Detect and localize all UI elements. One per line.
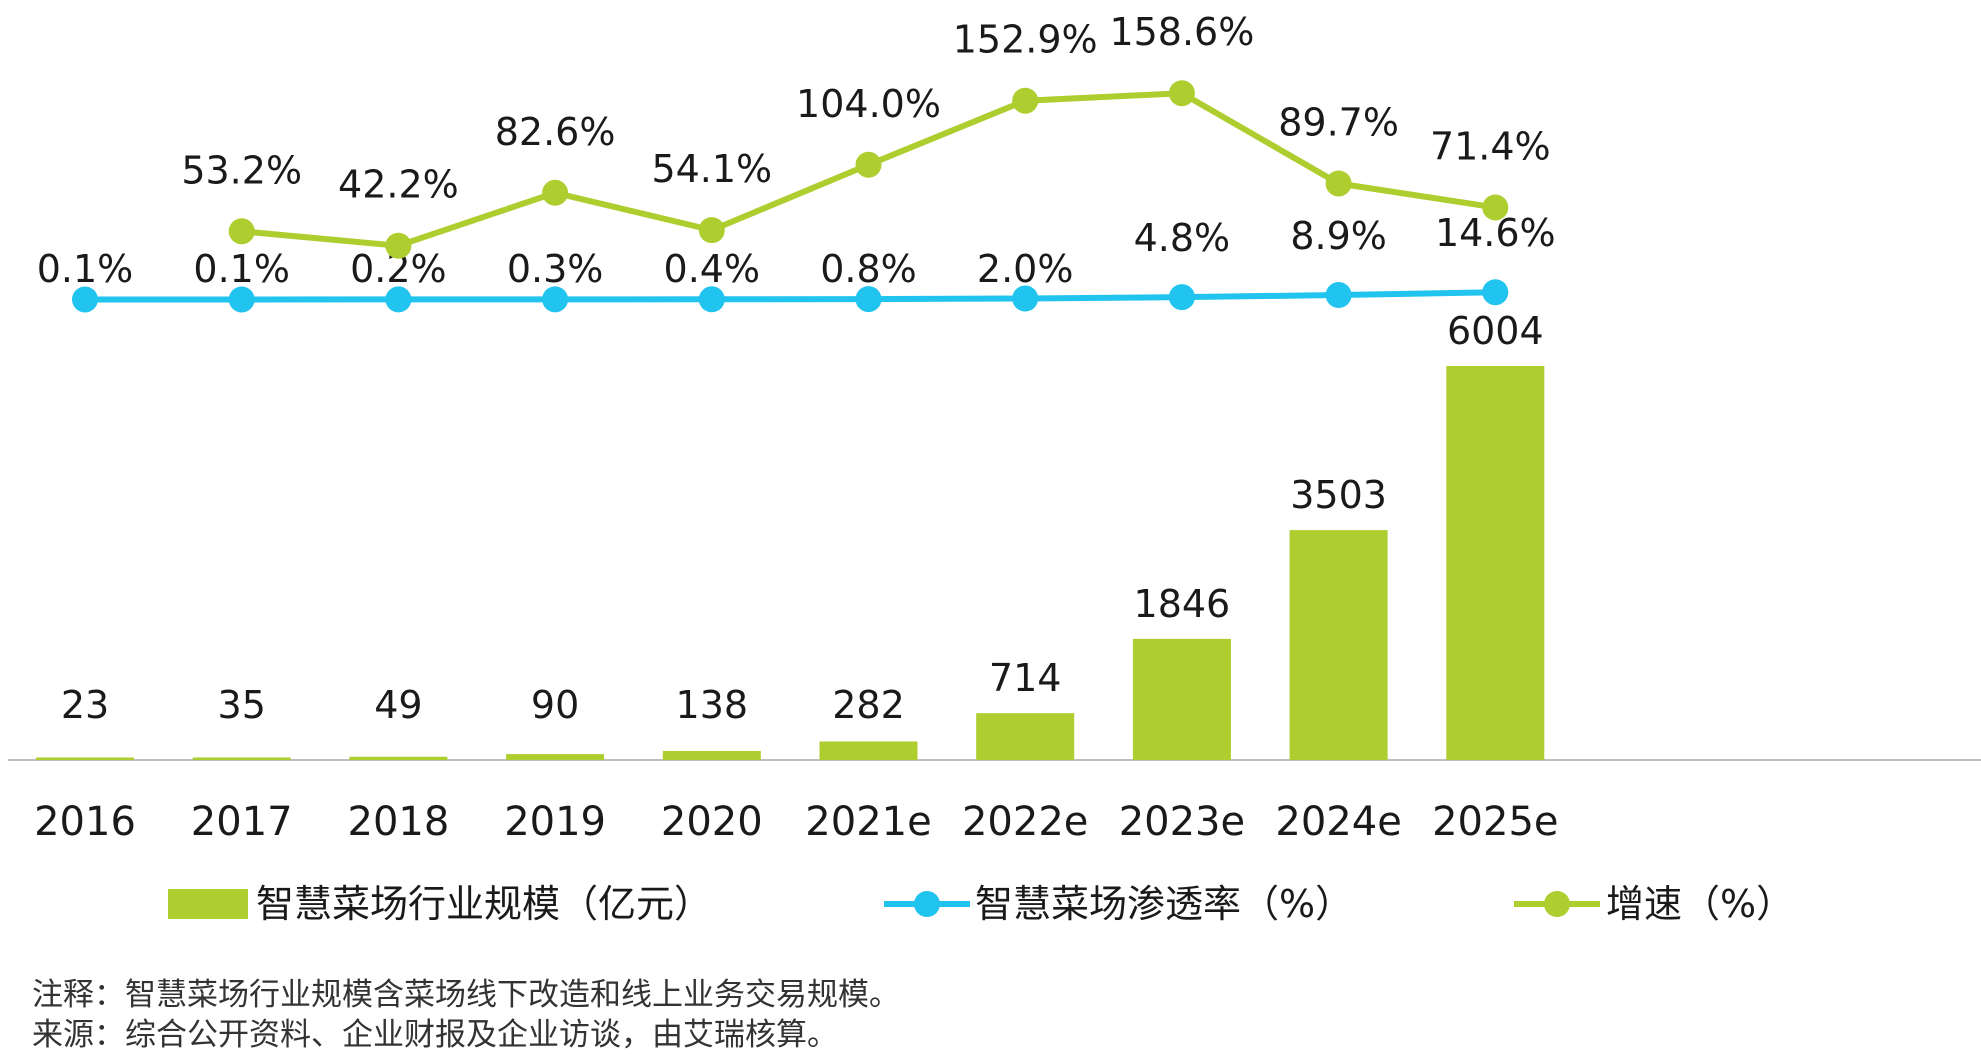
growth-point-2023e bbox=[1168, 80, 1195, 107]
bar-value-label-2020: 138 bbox=[676, 683, 749, 727]
growth-label-2025e: 71.4% bbox=[1430, 124, 1551, 168]
bar-value-label-2021e: 282 bbox=[832, 683, 905, 727]
growth-point-2018 bbox=[385, 232, 412, 259]
x-tick-label-2022e: 2022e bbox=[962, 799, 1088, 845]
penetration-point-2018 bbox=[385, 286, 412, 313]
bar-2024e bbox=[1289, 530, 1388, 760]
x-tick-label-2019: 2019 bbox=[504, 799, 606, 845]
penetration-label-2023e: 4.8% bbox=[1134, 216, 1231, 260]
penetration-point-2016 bbox=[72, 286, 98, 313]
penetration-point-2023e bbox=[1168, 284, 1195, 311]
bar-value-label-2025e: 6004 bbox=[1447, 309, 1544, 353]
x-tick-label-2025e: 2025e bbox=[1432, 799, 1558, 845]
penetration-point-2022e bbox=[1012, 285, 1039, 312]
penetration-line bbox=[82, 289, 1499, 303]
legend-growth-marker bbox=[1544, 891, 1570, 917]
growth-point-2021e bbox=[855, 151, 882, 178]
x-tick-label-2020: 2020 bbox=[661, 799, 763, 845]
bar-value-label-2023e: 1846 bbox=[1134, 582, 1231, 626]
legend-penetration-marker bbox=[914, 891, 940, 917]
penetration-label-2022e: 2.0% bbox=[977, 247, 1074, 291]
growth-label-2020: 54.1% bbox=[651, 147, 772, 191]
legend-bar-swatch bbox=[168, 889, 248, 919]
growth-point-2017 bbox=[228, 218, 255, 245]
growth-point-2024e bbox=[1325, 170, 1352, 197]
bar-2025e bbox=[1446, 366, 1545, 760]
growth-label-2017: 53.2% bbox=[181, 148, 302, 192]
bar-2021e bbox=[819, 741, 918, 760]
growth-label-2019: 82.6% bbox=[495, 110, 616, 154]
penetration-point-2024e bbox=[1325, 282, 1352, 309]
legend-growth-label: 增速（%） bbox=[1606, 882, 1794, 926]
growth-label-2021e: 104.0% bbox=[796, 82, 941, 126]
growth-label-2023e: 158.6% bbox=[1109, 10, 1254, 54]
bar-2019 bbox=[506, 754, 605, 760]
x-tick-label-2021e: 2021e bbox=[805, 799, 931, 845]
growth-label-2022e: 152.9% bbox=[953, 18, 1098, 62]
x-axis-tick-labels: 2016 2017 2018 2019 2020 2021e 2022e 2023e 2024e… bbox=[34, 799, 1558, 845]
bar-value-label-2017: 35 bbox=[218, 683, 266, 727]
bar-2017 bbox=[192, 757, 291, 760]
growth-label-2024e: 89.7% bbox=[1278, 100, 1399, 144]
penetration-label-2021e: 0.8% bbox=[820, 247, 917, 291]
bar-2016 bbox=[36, 757, 134, 760]
penetration-label-2020: 0.4% bbox=[664, 247, 761, 291]
bar-2020 bbox=[662, 750, 761, 760]
x-tick-label-2024e: 2024e bbox=[1275, 799, 1401, 845]
bar-value-label-2024e: 3503 bbox=[1290, 473, 1387, 517]
legend-bar-label: 智慧菜场行业规模（亿元） bbox=[256, 882, 712, 926]
penetration-point-2019 bbox=[542, 286, 569, 313]
penetration-label-2019: 0.3% bbox=[507, 247, 604, 291]
penetration-label-2016: 0.1% bbox=[37, 247, 134, 291]
penetration-label-2024e: 8.9% bbox=[1290, 214, 1387, 258]
penetration-point-2021e bbox=[855, 286, 882, 313]
growth-point-2022e bbox=[1012, 87, 1039, 114]
bar-value-label-2018: 49 bbox=[374, 683, 422, 727]
growth-point-2020 bbox=[698, 217, 725, 244]
source-text: 来源：综合公开资料、企业财报及企业访谈，由艾瑞核算。 bbox=[32, 1017, 838, 1053]
bar-value-label-2016: 23 bbox=[61, 683, 109, 727]
bar-value-labels: 23 35 49 90 138 282 714 1846 3503 6004 bbox=[61, 309, 1544, 727]
penetration-point-2017 bbox=[228, 286, 255, 313]
chart-notes: 注释：智慧菜场行业规模含菜场线下改造和线上业务交易规模。 来源：综合公开资料、企… bbox=[32, 975, 1932, 1055]
legend-penetration-label: 智慧菜场渗透率（%） bbox=[975, 882, 1353, 926]
bar-value-label-2022e: 714 bbox=[989, 656, 1062, 700]
growth-point-2019 bbox=[542, 179, 569, 206]
x-tick-label-2023e: 2023e bbox=[1119, 799, 1245, 845]
growth-point-2025e bbox=[1482, 194, 1509, 221]
x-tick-label-2017: 2017 bbox=[191, 799, 293, 845]
bar-2018 bbox=[349, 756, 448, 760]
penetration-point-2025e bbox=[1482, 279, 1509, 306]
bars-group bbox=[36, 366, 1545, 760]
growth-label-2018: 42.2% bbox=[338, 163, 459, 207]
x-tick-label-2018: 2018 bbox=[348, 799, 450, 845]
x-tick-label-2016: 2016 bbox=[34, 799, 136, 845]
bar-2023e bbox=[1132, 638, 1231, 760]
legend: 智慧菜场行业规模（亿元） 智慧菜场渗透率（%） 增速（%） bbox=[168, 882, 1794, 926]
penetration-label-2017: 0.1% bbox=[193, 247, 290, 291]
growth-line-series: 53.2% 42.2% 82.6% 54.1% 104.0% 152.9% 158.6% 89… bbox=[181, 10, 1551, 259]
note-text: 注释：智慧菜场行业规模含菜场线下改造和线上业务交易规模。 bbox=[32, 977, 900, 1013]
penetration-line-series: 0.1% 0.1% 0.2% 0.3% 0.4% 0.8% 2.0%4.8% 8.9% 14.6… bbox=[37, 211, 1556, 313]
penetration-point-2020 bbox=[698, 286, 725, 313]
bar-2022e bbox=[976, 713, 1075, 760]
bar-value-label-2019: 90 bbox=[531, 683, 579, 727]
